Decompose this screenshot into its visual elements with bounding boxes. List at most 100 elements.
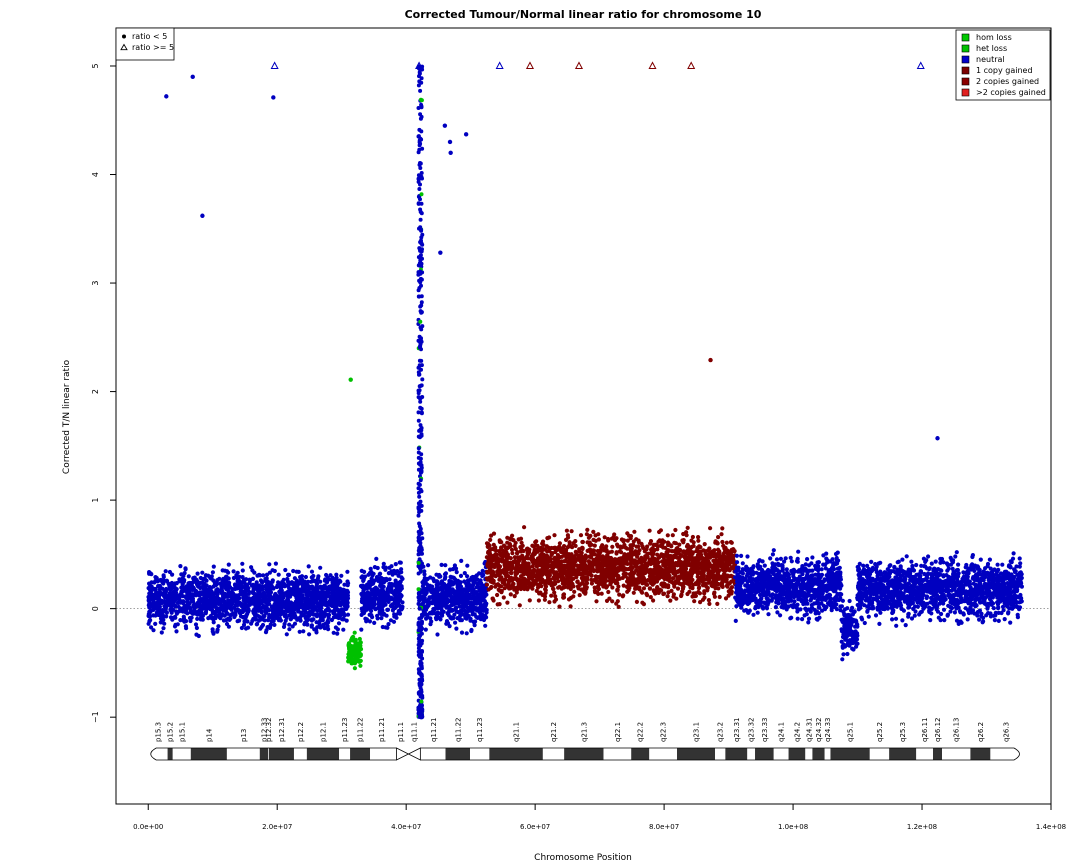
data-point xyxy=(287,622,292,627)
data-point xyxy=(172,581,178,586)
data-point xyxy=(240,561,245,566)
data-point xyxy=(435,632,440,637)
data-point xyxy=(650,547,655,552)
data-point xyxy=(534,539,539,544)
data-point xyxy=(464,631,469,636)
data-point xyxy=(471,596,476,601)
data-point xyxy=(599,591,604,596)
data-point xyxy=(199,590,204,595)
data-point xyxy=(278,612,283,617)
data-point xyxy=(452,565,457,570)
data-point xyxy=(713,565,719,570)
data-point xyxy=(342,600,347,606)
data-point xyxy=(321,584,326,590)
data-point xyxy=(374,556,379,562)
data-point xyxy=(485,577,490,582)
data-point xyxy=(645,544,650,549)
data-point xyxy=(268,590,274,595)
data-point xyxy=(227,590,232,595)
data-point xyxy=(252,570,257,575)
data-point xyxy=(465,596,471,601)
data-point xyxy=(224,587,229,592)
data-point xyxy=(217,615,222,620)
data-point xyxy=(397,581,402,586)
data-point xyxy=(647,528,652,533)
data-point xyxy=(474,607,479,612)
data-point xyxy=(716,549,722,554)
data-point xyxy=(367,612,372,617)
data-point xyxy=(334,615,339,620)
data-point xyxy=(517,603,522,608)
data-point xyxy=(545,554,550,559)
data-point xyxy=(306,564,311,569)
data-point xyxy=(663,553,669,558)
data-point xyxy=(275,583,280,588)
data-point xyxy=(681,549,686,555)
data-point xyxy=(708,555,713,560)
data-point xyxy=(563,549,568,554)
data-point xyxy=(552,580,558,585)
data-point xyxy=(585,575,590,580)
data-point xyxy=(303,587,308,592)
data-point xyxy=(466,581,471,586)
data-point xyxy=(204,594,209,600)
data-point xyxy=(572,589,577,594)
data-point xyxy=(187,606,192,611)
data-point xyxy=(458,580,463,585)
data-point xyxy=(390,572,395,577)
data-point xyxy=(645,593,650,598)
data-point xyxy=(728,558,734,563)
data-point xyxy=(441,609,446,614)
data-point xyxy=(334,603,339,608)
data-point xyxy=(391,619,397,624)
data-point xyxy=(318,592,323,597)
data-point xyxy=(631,582,636,587)
data-point xyxy=(373,586,378,591)
data-point xyxy=(261,573,266,578)
data-point xyxy=(382,597,387,602)
data-point xyxy=(297,629,302,634)
data-point xyxy=(505,584,510,589)
data-point xyxy=(698,561,703,566)
data-point xyxy=(692,562,697,567)
data-point xyxy=(359,599,364,604)
data-point xyxy=(381,561,386,566)
data-point xyxy=(358,663,363,668)
data-point xyxy=(439,580,444,586)
data-point xyxy=(371,599,376,604)
data-point xyxy=(350,635,355,641)
data-point xyxy=(147,591,152,596)
data-point xyxy=(561,595,567,600)
data-point xyxy=(284,599,289,605)
data-point xyxy=(236,585,242,590)
data-point xyxy=(156,584,161,589)
data-point xyxy=(636,544,641,549)
data-point xyxy=(561,585,566,590)
data-point xyxy=(206,616,211,621)
data-point xyxy=(707,561,712,566)
data-point xyxy=(509,571,514,576)
data-point xyxy=(476,592,481,597)
data-point xyxy=(189,615,194,620)
data-point xyxy=(341,616,346,622)
data-point xyxy=(274,593,279,599)
data-point xyxy=(252,584,258,589)
data-point xyxy=(259,610,264,615)
data-point xyxy=(191,593,196,598)
data-point xyxy=(505,552,510,557)
data-point xyxy=(279,605,284,610)
data-point xyxy=(585,566,590,571)
data-point xyxy=(715,601,720,607)
data-point xyxy=(300,577,305,582)
data-point xyxy=(426,563,431,568)
data-point xyxy=(305,596,310,601)
data-point xyxy=(561,578,566,583)
data-point xyxy=(657,529,662,535)
data-point xyxy=(496,570,501,576)
data-point xyxy=(491,598,496,603)
data-point xyxy=(250,618,255,624)
data-point xyxy=(297,588,303,593)
data-point xyxy=(247,602,252,607)
data-point xyxy=(330,578,335,584)
data-point xyxy=(604,598,610,604)
